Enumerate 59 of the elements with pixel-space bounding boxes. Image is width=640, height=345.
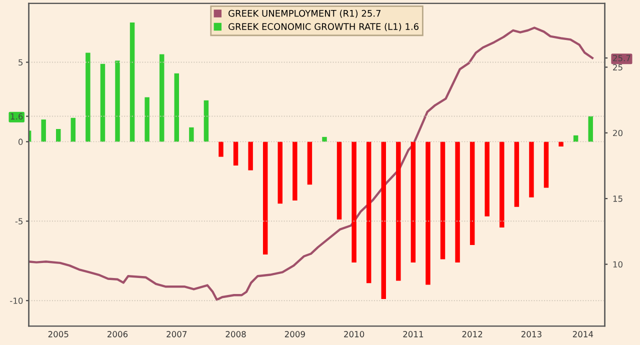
bar xyxy=(440,142,446,260)
bar xyxy=(248,142,253,170)
bar xyxy=(86,52,90,142)
x-tick-label: 2006 xyxy=(108,331,128,338)
legend-label: GREEK UNEMPLOYMENT (R1) 25.7 xyxy=(228,10,381,18)
bar xyxy=(204,100,209,142)
bar xyxy=(174,73,180,142)
bar xyxy=(307,142,312,185)
bar xyxy=(56,128,61,142)
x-tick-label: 2008 xyxy=(226,331,246,338)
bar xyxy=(100,64,106,142)
y-tick-label: -5 xyxy=(15,218,23,224)
bar xyxy=(588,116,593,142)
bar xyxy=(500,142,504,228)
bar xyxy=(218,142,224,157)
bar xyxy=(544,142,549,188)
x-tick-label: 2009 xyxy=(284,331,305,338)
bar xyxy=(396,142,401,281)
bar xyxy=(558,142,564,146)
bar xyxy=(41,119,46,142)
x-tick-label: 2012 xyxy=(462,331,482,338)
bar xyxy=(130,22,135,142)
y2-tick-label: 10 xyxy=(613,261,622,268)
bar xyxy=(470,142,475,245)
bar xyxy=(278,142,282,204)
bar xyxy=(115,60,120,142)
x-tick-label: 2011 xyxy=(403,331,424,338)
bar xyxy=(336,142,342,220)
y-tick-label: 0 xyxy=(18,138,23,145)
x-tick-label: 2005 xyxy=(48,331,68,338)
bar xyxy=(292,142,298,200)
bar xyxy=(426,142,430,285)
bar xyxy=(529,142,534,198)
bar xyxy=(381,142,386,300)
y2-tick-label: 15 xyxy=(613,196,622,202)
bar xyxy=(366,142,372,284)
x-tick-label: 2010 xyxy=(344,331,364,338)
bar xyxy=(144,97,150,142)
y-tick-label: 1.6 xyxy=(10,113,23,120)
bar xyxy=(189,127,194,142)
bar xyxy=(262,142,268,255)
bar xyxy=(322,136,327,142)
x-tick-label: 2013 xyxy=(521,331,542,338)
bar xyxy=(484,142,490,216)
bar xyxy=(70,118,76,142)
bar xyxy=(455,142,460,262)
y-tick-label: -10 xyxy=(10,298,23,304)
x-tick-label: 2007 xyxy=(166,331,187,338)
y-tick-label: 5 xyxy=(18,59,23,66)
legend-label: GREEK ECONOMIC GROWTH RATE (L1) 1.6 xyxy=(228,23,419,32)
bar xyxy=(159,54,164,142)
y2-tick-label: 20 xyxy=(613,130,622,136)
y2-tick-label: 25 xyxy=(613,64,622,70)
bar xyxy=(514,142,520,207)
bar xyxy=(233,142,238,166)
x-tick-label: 2014 xyxy=(572,331,594,338)
y2-tick-label: 25.7 xyxy=(613,54,630,62)
bar xyxy=(352,142,356,262)
bar xyxy=(410,142,416,262)
